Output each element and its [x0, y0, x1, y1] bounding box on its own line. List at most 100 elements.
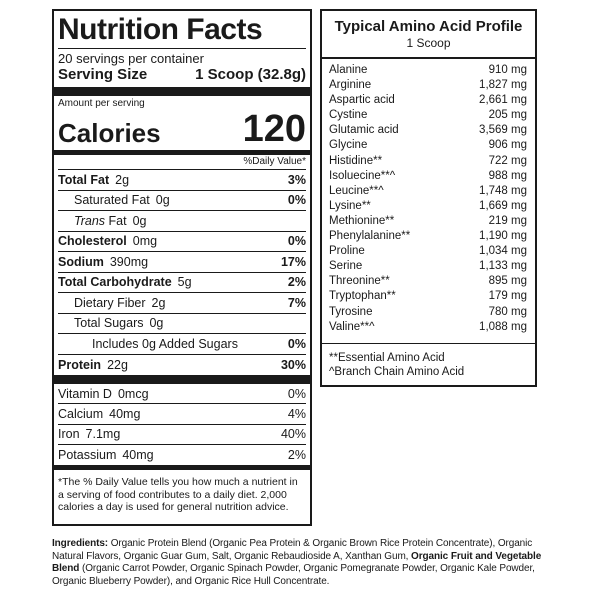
- amino-acid-name: Cystine: [329, 109, 368, 122]
- saturated-fat-label: Saturated Fat: [74, 193, 150, 208]
- dietary-fiber-label: Dietary Fiber: [74, 295, 146, 310]
- amino-acid-list: Alanine 910 mg Arginine 1,827 mg Aspartic ac…: [322, 59, 535, 335]
- thick-divider: [54, 375, 310, 384]
- trans-fat-label: Fat: [105, 213, 127, 228]
- amino-acid-name: Lysine**: [329, 199, 371, 212]
- amount-per-serving: Amount per serving: [58, 98, 145, 109]
- added-sugars-label: Includes 0g Added Sugars: [92, 336, 238, 351]
- amino-acid-name: Proline: [329, 245, 365, 258]
- amino-acid-value: 1,088 mg: [479, 320, 527, 333]
- saturated-fat-row: Saturated Fat 0g 0%: [58, 191, 306, 211]
- protein-amount: 22g: [107, 357, 128, 372]
- amino-acid-row: Threonine** 895 mg: [329, 274, 527, 289]
- total-sugars-label: Total Sugars: [74, 316, 144, 331]
- saturated-fat-amount: 0g: [155, 193, 170, 208]
- cholesterol-dv: 0%: [287, 234, 306, 249]
- amino-acid-row: Lysine** 1,669 mg: [329, 199, 527, 214]
- protein-dv: 30%: [280, 357, 306, 372]
- vitamin-d-dv: 0%: [287, 386, 306, 401]
- potassium-row: Potassium 40mg 2%: [58, 445, 306, 465]
- amino-acid-name: Isoluecine**^: [329, 169, 396, 182]
- potassium-dv: 2%: [287, 448, 306, 463]
- amino-acid-row: Proline 1,034 mg: [329, 244, 527, 259]
- saturated-fat-dv: 0%: [287, 193, 306, 208]
- amino-acid-row: Methionine** 219 mg: [329, 214, 527, 229]
- amino-acid-value: 205 mg: [488, 109, 527, 122]
- protein-label: Protein: [58, 357, 102, 372]
- amino-acid-name: Glycine: [329, 139, 368, 152]
- added-sugars-row: Includes 0g Added Sugars 0%: [58, 334, 306, 355]
- divider: [322, 342, 535, 344]
- total-carbohydrate-row: Total Carbohydrate 5g 2%: [58, 273, 306, 293]
- sodium-label: Sodium: [58, 254, 104, 269]
- amino-acid-row: Phenylalanine** 1,190 mg: [329, 229, 527, 244]
- trans-fat-label-italic: Trans: [74, 213, 106, 228]
- amino-acid-name: Phenylalanine**: [329, 230, 411, 243]
- vitamin-d-label: Vitamin D: [58, 386, 112, 401]
- amino-acid-name: Arginine: [329, 79, 372, 92]
- iron-amount: 7.1mg: [85, 427, 121, 442]
- amino-acid-name: Tyrosine: [329, 305, 373, 318]
- dietary-fiber-dv: 7%: [287, 295, 306, 310]
- medium-divider: [54, 150, 310, 155]
- total-carbohydrate-label: Total Carbohydrate: [58, 275, 172, 290]
- total-sugars-row: Total Sugars 0g: [58, 314, 306, 334]
- divider: [58, 48, 306, 49]
- amino-acid-row: Histidine** 722 mg: [329, 154, 527, 169]
- ingredients-part2: (Organic Carrot Powder, Organic Spinach …: [52, 563, 535, 587]
- vitamin-d-amount: 0mcg: [117, 386, 149, 401]
- calcium-row: Calcium 40mg 4%: [58, 404, 306, 425]
- total-fat-dv: 3%: [287, 172, 306, 187]
- vitamin-d-row: Vitamin D 0mcg 0%: [58, 384, 306, 405]
- amino-acid-name: Methionine**: [329, 214, 395, 227]
- cholesterol-label: Cholesterol: [58, 234, 127, 249]
- serving-size-label: Serving Size: [58, 66, 148, 83]
- amino-notes: **Essential Amino Acid ^Branch Chain Ami…: [322, 344, 535, 379]
- amino-acid-row: Tryptophan** 179 mg: [329, 289, 527, 304]
- iron-row: Iron 7.1mg 40%: [58, 425, 306, 445]
- total-fat-row: Total Fat 2g 3%: [58, 170, 306, 191]
- amino-acid-value: 910 mg: [488, 64, 527, 76]
- amino-acid-row: Leucine**^ 1,748 mg: [329, 184, 527, 199]
- calories-value: 120: [242, 108, 306, 150]
- ingredients-label: Ingredients:: [52, 538, 109, 549]
- amino-acid-value: 1,190 mg: [479, 230, 527, 243]
- potassium-amount: 40mg: [122, 448, 154, 463]
- ingredients-blend-label: Organic Fruit and Vegetable Blend: [52, 550, 542, 575]
- amino-profile-subtitle: 1 Scoop: [406, 36, 451, 50]
- total-carbohydrate-dv: 2%: [287, 275, 306, 290]
- calcium-amount: 40mg: [109, 406, 141, 421]
- amino-acid-name: Tryptophan**: [329, 290, 396, 303]
- amino-acid-row: Glutamic acid 3,569 mg: [329, 123, 527, 138]
- amino-acid-row: Aspartic acid 2,661 mg: [329, 93, 527, 108]
- sodium-dv: 17%: [280, 254, 306, 269]
- servings-per-container: 20 servings per container: [58, 51, 204, 66]
- thick-divider: [54, 87, 310, 96]
- dietary-fiber-amount: 2g: [151, 295, 166, 310]
- amino-acid-value: 722 mg: [488, 154, 527, 167]
- amino-acid-name: Serine: [329, 260, 363, 273]
- amino-acid-row: Tyrosine 780 mg: [329, 305, 527, 320]
- nutrition-facts-title: Nutrition Facts: [58, 13, 263, 46]
- branch-chain-note: ^Branch Chain Amino Acid: [329, 365, 465, 378]
- total-carbohydrate-amount: 5g: [177, 275, 192, 290]
- amino-acid-name: Histidine**: [329, 154, 383, 167]
- trans-fat-amount: 0g: [132, 213, 147, 228]
- daily-value-header: %Daily Value*: [58, 155, 306, 170]
- calcium-dv: 4%: [287, 406, 306, 421]
- cholesterol-amount: 0mg: [132, 234, 158, 249]
- amino-acid-value: 895 mg: [488, 275, 527, 288]
- amino-acid-name: Leucine**^: [329, 184, 384, 197]
- sodium-row: Sodium 390mg 17%: [58, 252, 306, 273]
- dietary-fiber-row: Dietary Fiber 2g 7%: [58, 293, 306, 314]
- amino-acid-row: Isoluecine**^ 988 mg: [329, 169, 527, 184]
- nutrition-facts-panel: Nutrition Facts 20 servings per containe…: [52, 9, 312, 526]
- amino-acid-value: 219 mg: [488, 214, 527, 227]
- ingredients-part1: Organic Protein Blend (Organic Pea Prote…: [52, 538, 533, 562]
- trans-fat-row: Trans Fat 0g: [58, 211, 306, 232]
- amino-acid-value: 179 mg: [488, 290, 527, 303]
- protein-row: Protein 22g 30%: [58, 355, 306, 376]
- cholesterol-row: Cholesterol 0mg 0%: [58, 232, 306, 252]
- amino-acid-value: 1,133 mg: [479, 260, 527, 273]
- amino-acid-row: Valine**^ 1,088 mg: [329, 320, 527, 335]
